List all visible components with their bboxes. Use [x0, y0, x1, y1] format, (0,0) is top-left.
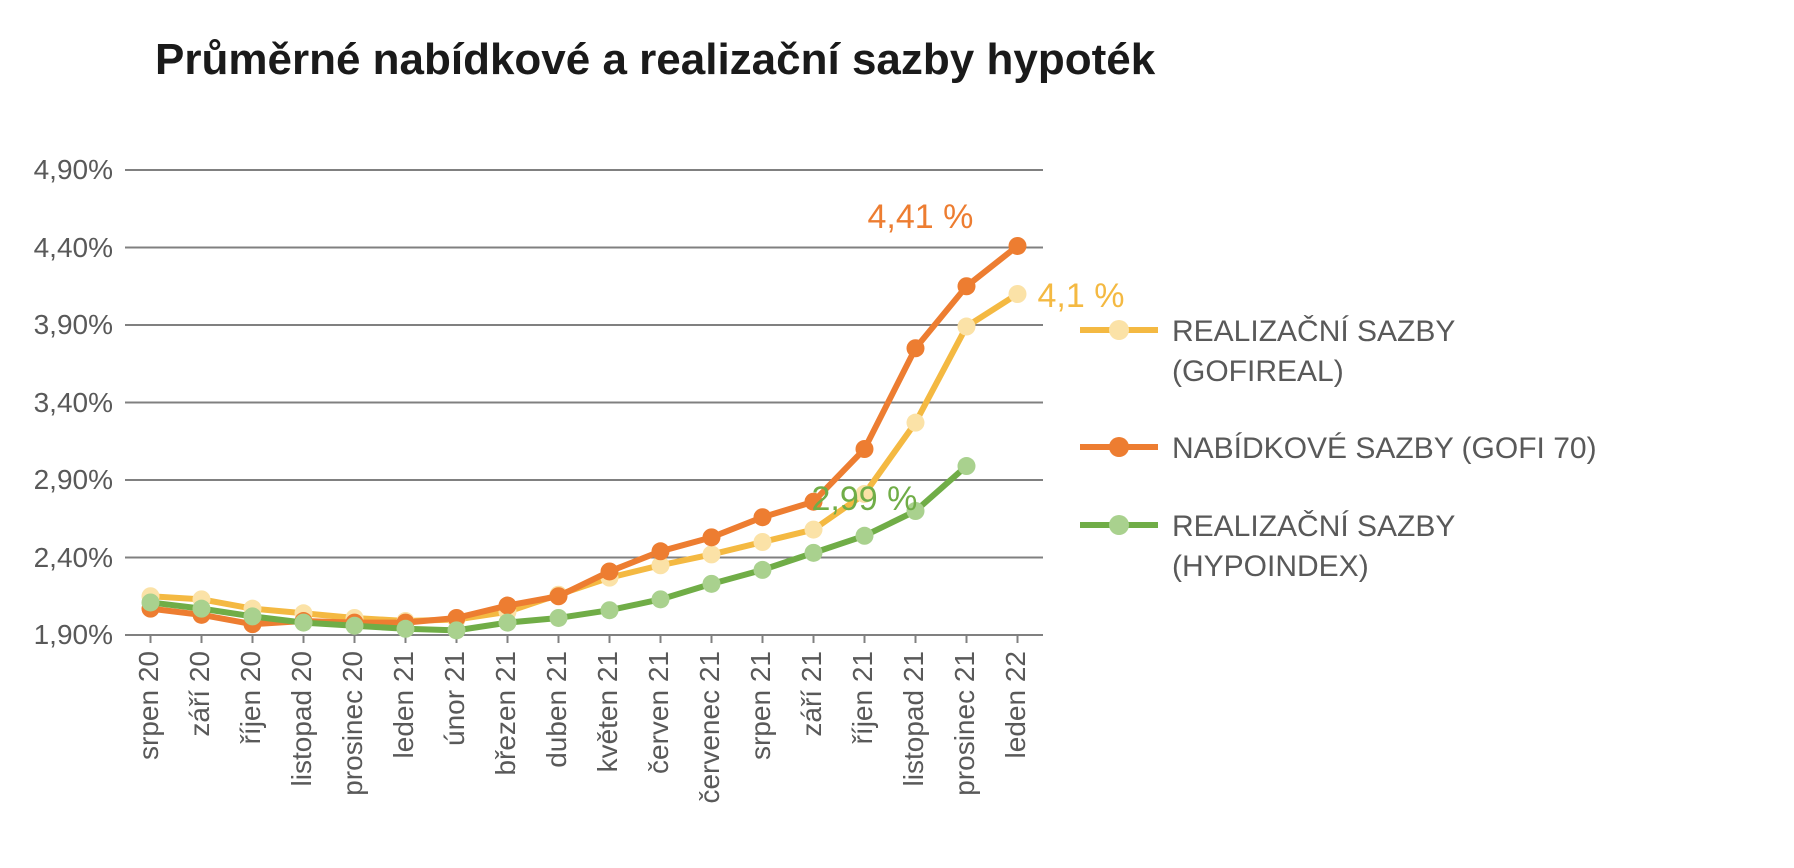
y-axis-label: 4,90% — [34, 154, 113, 186]
plot-area — [125, 170, 1083, 645]
series-marker — [397, 620, 415, 638]
y-axis-label: 4,40% — [34, 232, 113, 264]
x-axis-label: prosinec 21 — [949, 651, 981, 796]
series-marker — [907, 339, 925, 357]
x-axis-label: leden 22 — [1000, 651, 1032, 758]
x-axis-label: leden 21 — [388, 651, 420, 758]
data-label-nabidkove: 4,41 % — [868, 198, 974, 237]
series-marker — [703, 545, 721, 563]
series-marker — [448, 621, 466, 639]
x-axis-label: listopad 21 — [898, 651, 930, 786]
series-marker — [754, 508, 772, 526]
data-label-hypoindex: 2,99 % — [812, 480, 918, 519]
series-marker — [958, 277, 976, 295]
series-marker — [958, 457, 976, 475]
x-axis-label: červenec 21 — [694, 651, 726, 804]
y-axis-label: 3,90% — [34, 309, 113, 341]
y-axis-label: 1,90% — [34, 619, 113, 651]
x-axis-label: únor 21 — [439, 651, 471, 746]
chart-title: Průměrné nabídkové a realizační sazby hy… — [155, 35, 1155, 85]
series-marker — [550, 587, 568, 605]
series-marker — [193, 600, 211, 618]
legend-label: (HYPOINDEX) — [1172, 550, 1369, 584]
y-axis-label: 2,90% — [34, 464, 113, 496]
legend-swatch-marker — [1109, 320, 1129, 340]
x-axis-label: květen 21 — [592, 651, 624, 772]
series-marker — [652, 590, 670, 608]
series-marker — [652, 542, 670, 560]
series-marker — [754, 561, 772, 579]
series-marker — [244, 607, 262, 625]
legend-label: REALIZAČNÍ SAZBY — [1172, 510, 1455, 544]
series-marker — [550, 609, 568, 627]
series-marker — [142, 593, 160, 611]
legend-label: REALIZAČNÍ SAZBY — [1172, 315, 1455, 349]
series-marker — [601, 562, 619, 580]
series-marker — [295, 614, 313, 632]
series-marker — [907, 414, 925, 432]
series-marker — [1009, 285, 1027, 303]
x-axis-label: duben 21 — [541, 651, 573, 768]
series-marker — [754, 533, 772, 551]
series-marker — [856, 527, 874, 545]
x-axis-label: prosinec 20 — [337, 651, 369, 796]
legend-swatch-marker — [1109, 515, 1129, 535]
x-axis-label: srpen 20 — [133, 651, 165, 760]
series-marker — [499, 614, 517, 632]
x-axis-label: červen 21 — [643, 651, 675, 774]
series-marker — [499, 597, 517, 615]
legend-label: (GOFIREAL) — [1172, 355, 1344, 389]
series-marker — [601, 601, 619, 619]
series-marker — [703, 575, 721, 593]
series-marker — [805, 544, 823, 562]
x-axis-label: září 20 — [184, 651, 216, 737]
series-line — [151, 246, 1018, 624]
series-marker — [856, 440, 874, 458]
data-label-gofireal: 4,1 % — [1038, 277, 1125, 316]
series-marker — [958, 318, 976, 336]
legend-swatch-marker — [1109, 437, 1129, 457]
x-axis-label: srpen 21 — [745, 651, 777, 760]
x-axis-label: říjen 21 — [847, 651, 879, 744]
x-axis-label: září 21 — [796, 651, 828, 737]
x-axis-label: listopad 20 — [286, 651, 318, 786]
x-axis-label: březen 21 — [490, 651, 522, 776]
x-axis-label: říjen 20 — [235, 651, 267, 744]
y-axis-label: 2,40% — [34, 542, 113, 574]
legend-label: NABÍDKOVÉ SAZBY (GOFI 70) — [1172, 432, 1597, 466]
series-marker — [1009, 237, 1027, 255]
series-marker — [346, 617, 364, 635]
series-marker — [703, 528, 721, 546]
y-axis-label: 3,40% — [34, 387, 113, 419]
series-marker — [805, 521, 823, 539]
series-line — [151, 294, 1018, 621]
